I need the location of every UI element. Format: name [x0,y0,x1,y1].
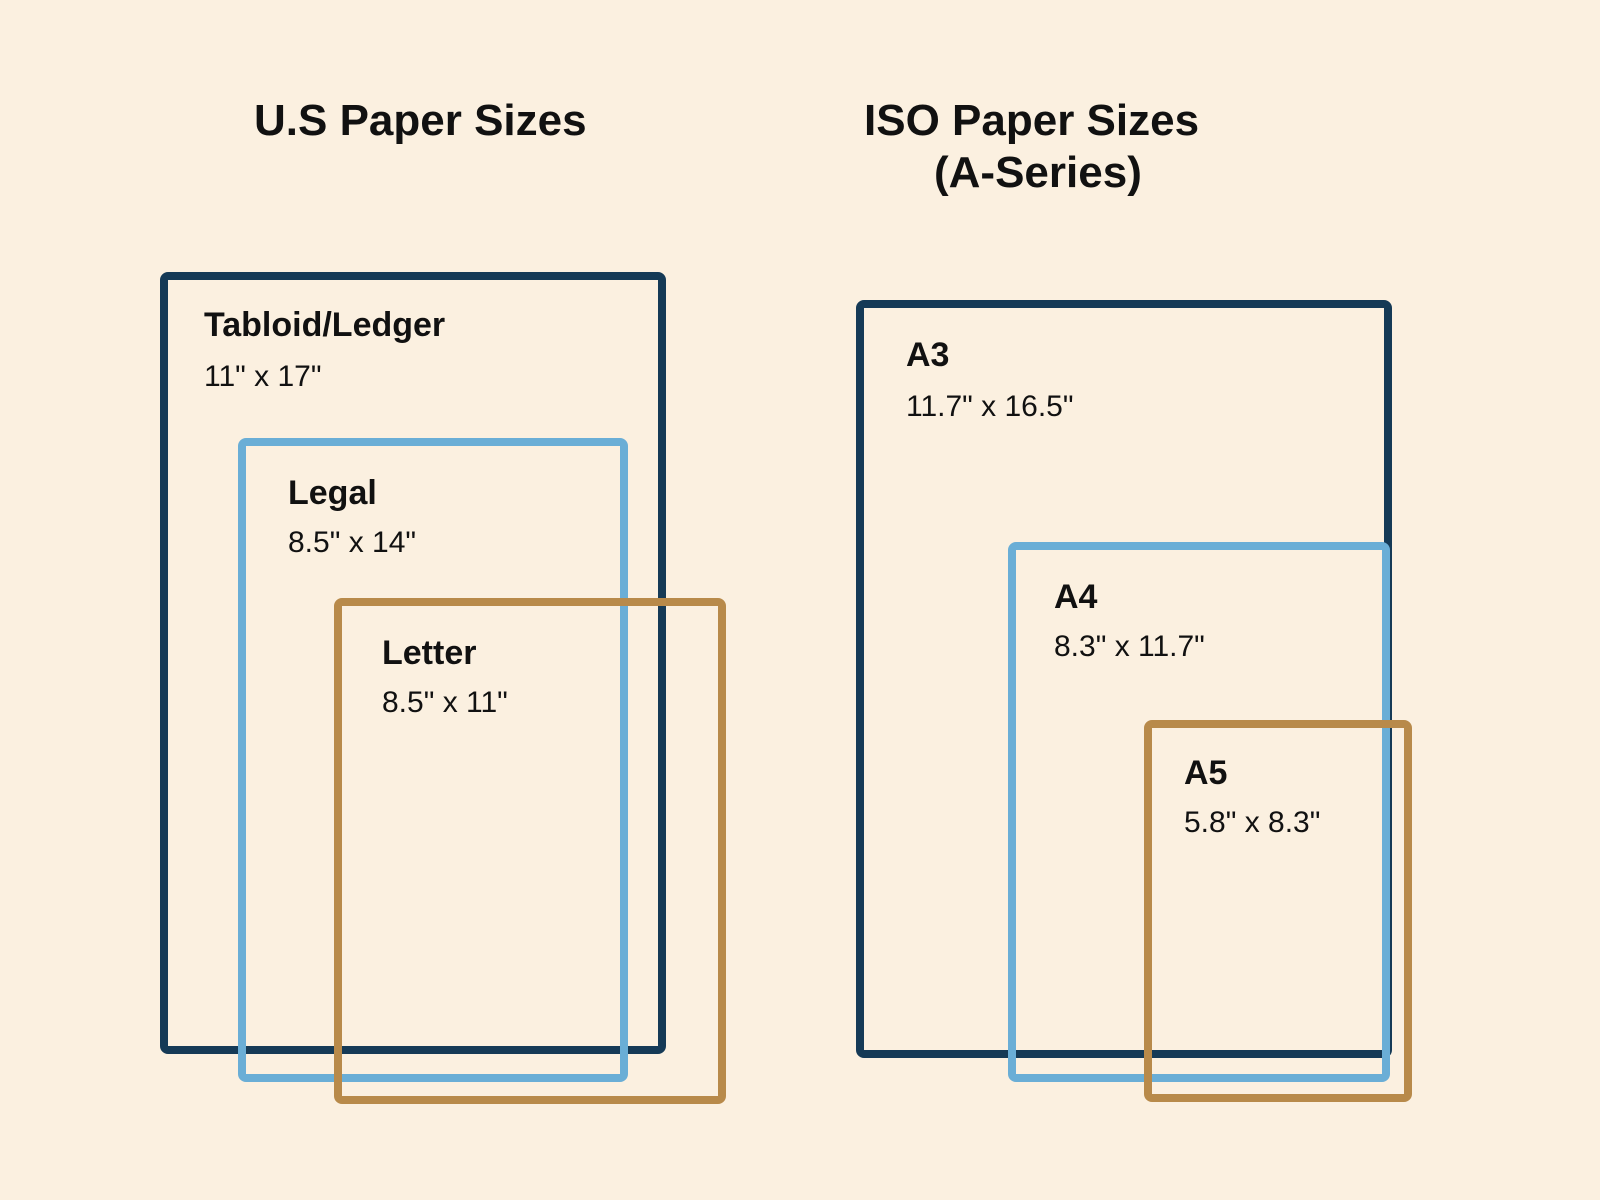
iso-a5-name: A5 [1184,754,1227,793]
iso-a5-dims: 5.8" x 8.3" [1184,806,1320,840]
iso-a4-dims: 8.3" x 11.7" [1054,630,1205,664]
iso-title-line1: ISO Paper Sizes [864,96,1199,146]
us-legal-name: Legal [288,474,377,513]
us-letter-dims: 8.5" x 11" [382,686,508,720]
iso-title-line2: (A-Series) [934,148,1142,198]
us-legal-dims: 8.5" x 14" [288,526,416,560]
us-letter-name: Letter [382,634,476,673]
us-letter-box [334,598,726,1104]
us-tabloid-dims: 11" x 17" [204,360,321,394]
iso-a3-name: A3 [906,336,949,375]
us-tabloid-name: Tabloid/Ledger [204,306,445,345]
iso-a4-name: A4 [1054,578,1097,617]
us-title: U.S Paper Sizes [254,96,587,146]
iso-a3-dims: 11.7" x 16.5" [906,390,1074,424]
